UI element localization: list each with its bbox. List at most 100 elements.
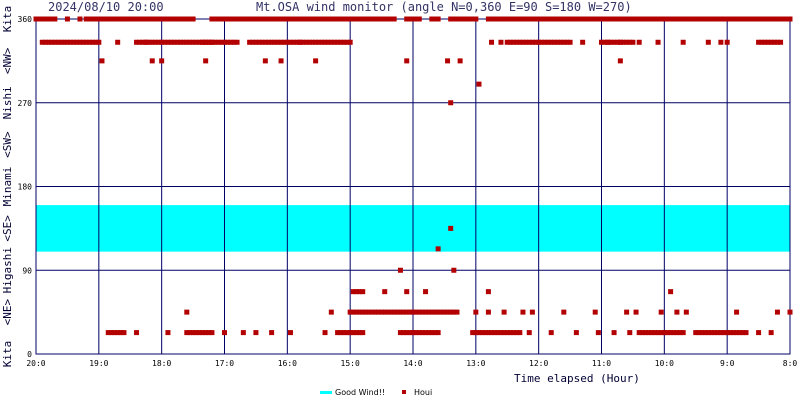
x-tick-label-3: 17:0 [215, 359, 234, 368]
data-point-481 [705, 39, 711, 45]
data-point-52 [240, 16, 246, 22]
data-point-283 [284, 39, 290, 45]
data-point-508 [473, 309, 479, 315]
data-point-448 [407, 309, 413, 315]
x-tick-label-1: 19:0 [89, 359, 108, 368]
data-point-282 [281, 39, 287, 45]
data-point-434 [363, 309, 369, 315]
data-point-103 [410, 16, 416, 22]
data-point-19 [121, 16, 127, 22]
data-point-384 [479, 330, 485, 336]
data-point-127 [514, 16, 520, 22]
data-point-525 [222, 330, 227, 336]
data-point-498 [435, 246, 441, 252]
data-point-433 [360, 309, 366, 315]
data-point-504 [485, 289, 491, 295]
data-point-133 [533, 16, 539, 22]
data-point-474 [498, 39, 504, 45]
data-point-98 [385, 16, 391, 22]
data-point-56 [253, 16, 259, 22]
data-point-8 [86, 16, 92, 22]
data-point-45 [218, 16, 224, 22]
data-point-453 [423, 309, 429, 315]
data-point-79 [325, 16, 331, 22]
data-point-42 [209, 16, 215, 22]
y-tick-label-2: 180 [18, 183, 33, 192]
data-point-55 [250, 16, 256, 22]
data-point-285 [291, 39, 297, 45]
data-point-416 [705, 330, 711, 336]
data-point-239 [149, 39, 155, 45]
data-point-526 [240, 330, 246, 336]
data-point-106 [429, 16, 435, 22]
data-point-486 [159, 58, 165, 64]
data-point-387 [489, 330, 495, 336]
data-point-96 [379, 16, 385, 22]
data-point-499 [397, 267, 403, 273]
data-point-141 [558, 16, 564, 22]
data-point-455 [429, 309, 435, 315]
data-point-440 [382, 309, 388, 315]
data-point-151 [589, 16, 595, 22]
data-point-484 [99, 58, 105, 64]
data-point-154 [599, 16, 604, 22]
data-point-183 [690, 16, 696, 22]
data-point-301 [338, 39, 344, 45]
data-point-270 [234, 39, 240, 45]
data-point-355 [196, 330, 202, 336]
data-point-137 [545, 16, 551, 22]
data-point-362 [341, 330, 347, 336]
data-point-394 [511, 330, 517, 336]
data-point-22 [130, 16, 136, 22]
data-point-488 [262, 58, 268, 64]
data-point-460 [445, 309, 451, 315]
data-point-192 [718, 16, 724, 22]
data-point-83 [338, 16, 344, 22]
data-point-153 [595, 16, 601, 22]
x-tick-label-7: 13:0 [466, 359, 485, 368]
data-point-509 [485, 309, 491, 315]
data-point-464 [350, 289, 356, 295]
data-point-423 [727, 330, 733, 336]
data-point-475 [580, 39, 586, 45]
data-point-310 [520, 39, 526, 45]
data-point-17 [115, 16, 121, 22]
data-point-99 [388, 16, 394, 22]
data-point-228 [80, 39, 86, 45]
data-point-105 [416, 16, 422, 22]
data-point-261 [206, 39, 212, 45]
data-point-250 [184, 39, 190, 45]
data-point-340 [765, 39, 771, 45]
data-point-329 [608, 39, 614, 45]
data-point-313 [529, 39, 535, 45]
data-point-123 [501, 16, 507, 22]
data-point-190 [712, 16, 718, 22]
x-axis-title: Time elapsed (Hour) [514, 372, 640, 385]
x-tick-label-4: 16:0 [278, 359, 297, 368]
data-point-350 [121, 330, 127, 336]
data-point-501 [382, 289, 388, 295]
data-point-431 [353, 309, 359, 315]
data-point-471 [115, 39, 121, 45]
data-point-60 [265, 16, 271, 22]
data-point-458 [438, 309, 444, 315]
data-point-232 [93, 39, 99, 45]
data-point-539 [768, 330, 774, 336]
data-point-68 [291, 16, 297, 22]
data-point-249 [181, 39, 187, 45]
data-point-187 [702, 16, 708, 22]
data-point-294 [316, 39, 322, 45]
data-point-449 [410, 309, 416, 315]
data-point-361 [338, 330, 344, 336]
data-point-532 [526, 330, 532, 336]
data-point-73 [306, 16, 312, 22]
data-point-454 [426, 309, 432, 315]
data-point-194 [724, 16, 730, 22]
data-point-186 [699, 16, 705, 22]
data-point-95 [375, 16, 381, 22]
data-point-490 [313, 58, 319, 64]
data-point-108 [435, 16, 441, 22]
data-point-171 [652, 16, 658, 22]
data-point-529 [287, 330, 293, 336]
chart-title: Mt.OSA wind monitor (angle N=0,360 E=90 … [256, 0, 632, 14]
